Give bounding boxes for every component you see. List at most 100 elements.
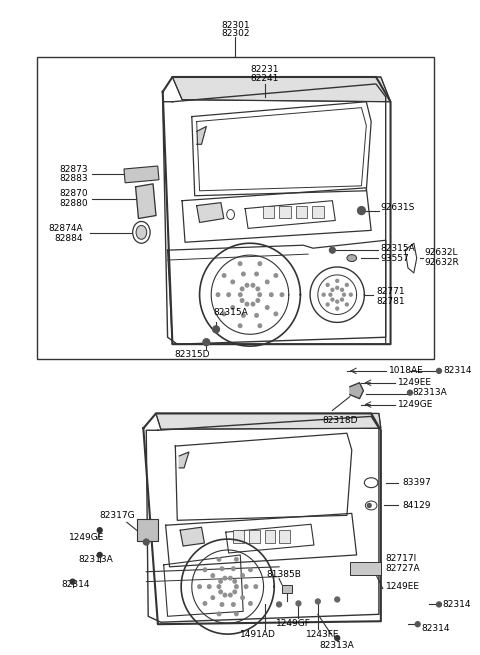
Circle shape xyxy=(222,312,226,316)
Circle shape xyxy=(315,599,320,604)
Text: 1018AE: 1018AE xyxy=(389,366,423,375)
Circle shape xyxy=(326,303,329,306)
Circle shape xyxy=(244,585,248,588)
Circle shape xyxy=(232,567,235,571)
Text: 1243FE: 1243FE xyxy=(306,630,339,639)
Circle shape xyxy=(274,312,277,316)
Circle shape xyxy=(336,300,339,303)
Circle shape xyxy=(437,602,442,607)
Circle shape xyxy=(241,574,244,577)
Circle shape xyxy=(335,635,340,641)
Text: 82873: 82873 xyxy=(60,164,88,174)
Circle shape xyxy=(240,287,244,291)
Bar xyxy=(312,206,324,219)
Text: 82231: 82231 xyxy=(250,65,279,74)
Circle shape xyxy=(331,298,334,301)
Circle shape xyxy=(241,314,245,317)
Text: 1249GE: 1249GE xyxy=(69,533,104,542)
Circle shape xyxy=(235,557,238,561)
Text: 82880: 82880 xyxy=(60,199,88,208)
Text: 82315A: 82315A xyxy=(381,244,416,253)
Bar xyxy=(279,206,291,219)
Text: 82727A: 82727A xyxy=(386,565,420,573)
Circle shape xyxy=(245,303,249,306)
Circle shape xyxy=(217,557,221,561)
Polygon shape xyxy=(197,126,206,144)
Polygon shape xyxy=(350,383,363,399)
Circle shape xyxy=(336,279,339,282)
Text: 82874A: 82874A xyxy=(48,224,83,233)
Text: 92632R: 92632R xyxy=(424,257,459,267)
Circle shape xyxy=(219,590,222,593)
Text: 82315A: 82315A xyxy=(213,309,248,318)
Circle shape xyxy=(322,293,325,296)
Circle shape xyxy=(255,272,258,276)
Circle shape xyxy=(251,303,255,306)
Bar xyxy=(136,519,158,541)
Circle shape xyxy=(415,622,420,627)
Circle shape xyxy=(219,580,222,583)
Circle shape xyxy=(276,602,281,607)
Text: 82771: 82771 xyxy=(376,288,405,296)
Bar xyxy=(263,206,274,219)
Circle shape xyxy=(144,539,149,545)
Circle shape xyxy=(235,612,238,616)
Text: 92632L: 92632L xyxy=(424,248,458,257)
Text: 82315D: 82315D xyxy=(174,350,210,359)
Circle shape xyxy=(228,576,232,580)
Circle shape xyxy=(296,601,301,606)
Text: 1491AD: 1491AD xyxy=(240,630,276,639)
Circle shape xyxy=(341,288,344,291)
Circle shape xyxy=(367,504,371,508)
Circle shape xyxy=(233,580,237,583)
Text: 82314: 82314 xyxy=(444,366,472,375)
Circle shape xyxy=(249,602,252,605)
Circle shape xyxy=(235,585,238,588)
Text: 1249EE: 1249EE xyxy=(386,582,420,591)
Circle shape xyxy=(358,206,365,215)
Circle shape xyxy=(280,293,284,297)
Circle shape xyxy=(228,593,232,597)
Circle shape xyxy=(274,274,277,277)
Circle shape xyxy=(231,280,234,284)
Circle shape xyxy=(213,326,219,333)
Circle shape xyxy=(437,368,442,373)
Circle shape xyxy=(70,579,75,584)
Text: 82302: 82302 xyxy=(221,29,250,39)
Polygon shape xyxy=(135,184,156,219)
Bar xyxy=(233,530,244,543)
Circle shape xyxy=(367,502,375,510)
Circle shape xyxy=(198,585,201,588)
Text: 82313A: 82313A xyxy=(320,641,355,650)
Polygon shape xyxy=(156,413,381,429)
Bar xyxy=(36,57,434,359)
Text: 92631S: 92631S xyxy=(381,203,415,212)
Circle shape xyxy=(245,284,249,287)
Ellipse shape xyxy=(227,210,234,219)
Circle shape xyxy=(270,293,273,297)
Circle shape xyxy=(346,284,348,286)
Circle shape xyxy=(241,272,245,276)
Circle shape xyxy=(367,502,375,510)
Circle shape xyxy=(258,324,262,328)
Text: 82318D: 82318D xyxy=(323,416,358,425)
Bar xyxy=(279,530,290,543)
Text: 82314: 82314 xyxy=(442,600,470,609)
Circle shape xyxy=(231,306,234,309)
Ellipse shape xyxy=(136,225,147,239)
Circle shape xyxy=(211,596,215,599)
Circle shape xyxy=(329,247,336,253)
Circle shape xyxy=(239,262,242,265)
Polygon shape xyxy=(180,527,204,546)
Circle shape xyxy=(97,528,102,533)
Circle shape xyxy=(203,339,210,346)
Text: 82317G: 82317G xyxy=(100,511,135,520)
Ellipse shape xyxy=(347,255,357,261)
Text: 1249GE: 1249GE xyxy=(398,400,433,409)
Text: 82884: 82884 xyxy=(55,234,83,243)
Circle shape xyxy=(233,590,237,593)
Circle shape xyxy=(265,280,269,284)
Circle shape xyxy=(211,574,215,577)
Circle shape xyxy=(251,284,255,287)
Circle shape xyxy=(346,303,348,306)
